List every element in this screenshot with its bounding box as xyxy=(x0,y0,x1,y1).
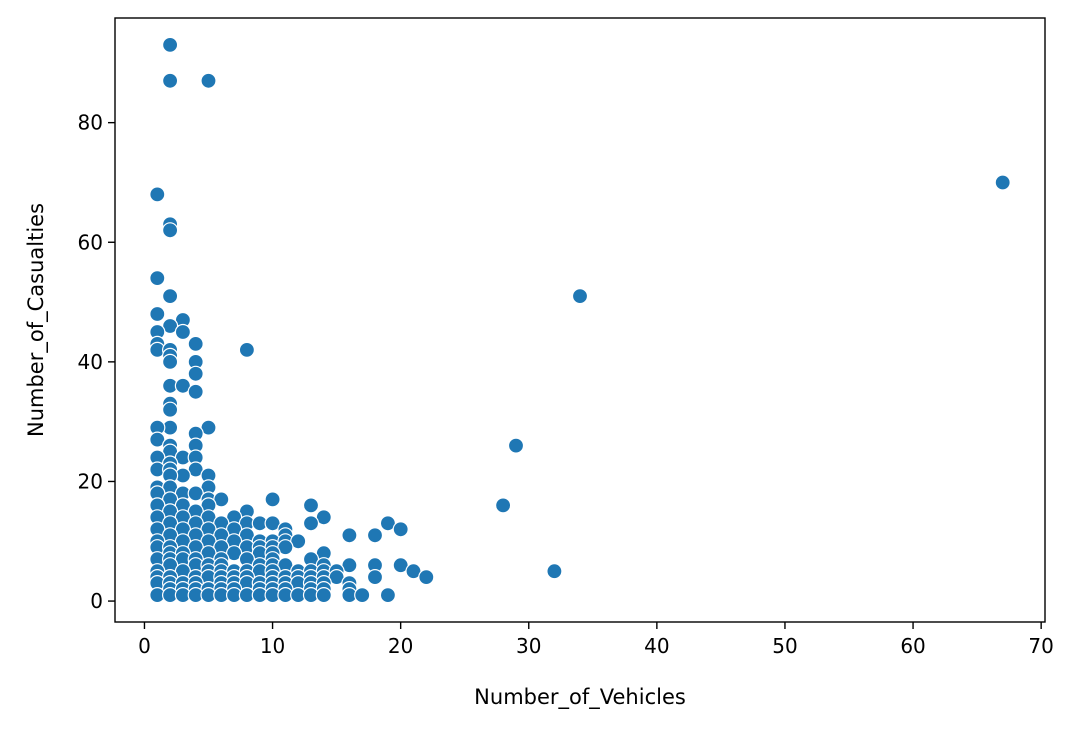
data-point xyxy=(149,270,166,287)
y-tick-label: 20 xyxy=(78,469,103,493)
data-point xyxy=(507,437,525,454)
y-tick-label: 60 xyxy=(78,230,103,254)
data-point xyxy=(571,288,589,305)
y-axis-label: Number_of_Casualties xyxy=(24,203,49,437)
data-point xyxy=(418,568,435,586)
data-point xyxy=(162,401,179,418)
x-tick-label: 0 xyxy=(138,634,151,658)
data-point xyxy=(174,323,191,341)
y-tick-label: 80 xyxy=(78,111,103,135)
data-point xyxy=(162,72,179,89)
plot-frame xyxy=(114,17,1046,623)
x-tick-label: 40 xyxy=(644,634,669,658)
x-tick-label: 50 xyxy=(772,634,797,658)
data-point xyxy=(162,36,179,54)
x-tick-label: 60 xyxy=(900,634,925,658)
x-axis: 0 10 20 30 40 50 60 70 xyxy=(138,622,1054,658)
data-point xyxy=(994,174,1011,191)
data-point xyxy=(379,586,396,604)
data-point xyxy=(366,527,384,544)
x-tick-label: 70 xyxy=(1028,634,1053,658)
data-point xyxy=(495,497,512,514)
x-tick-label: 30 xyxy=(516,634,541,658)
data-point xyxy=(187,335,204,352)
data-point xyxy=(187,365,204,382)
data-point xyxy=(366,568,384,586)
data-points xyxy=(149,36,1011,604)
data-point xyxy=(302,515,320,532)
data-point xyxy=(341,527,358,544)
data-point xyxy=(149,186,166,203)
data-point xyxy=(187,383,204,400)
data-point xyxy=(354,586,371,604)
data-point xyxy=(162,353,179,370)
data-point xyxy=(392,521,409,538)
data-point xyxy=(546,563,563,580)
x-tick-label: 20 xyxy=(388,634,413,658)
y-tick-label: 0 xyxy=(90,589,103,613)
data-point xyxy=(200,72,217,89)
data-point xyxy=(162,222,179,239)
x-axis-label: Number_of_Vehicles xyxy=(474,685,686,710)
data-point xyxy=(149,305,166,323)
plot-background xyxy=(115,18,1045,622)
data-point xyxy=(302,497,320,514)
x-tick-label: 10 xyxy=(260,634,285,658)
y-axis: 0 20 40 60 80 xyxy=(78,111,115,613)
y-tick-label: 40 xyxy=(78,350,103,374)
data-point xyxy=(315,586,332,604)
data-point xyxy=(264,491,281,508)
data-point xyxy=(162,288,179,305)
data-point xyxy=(238,341,255,358)
